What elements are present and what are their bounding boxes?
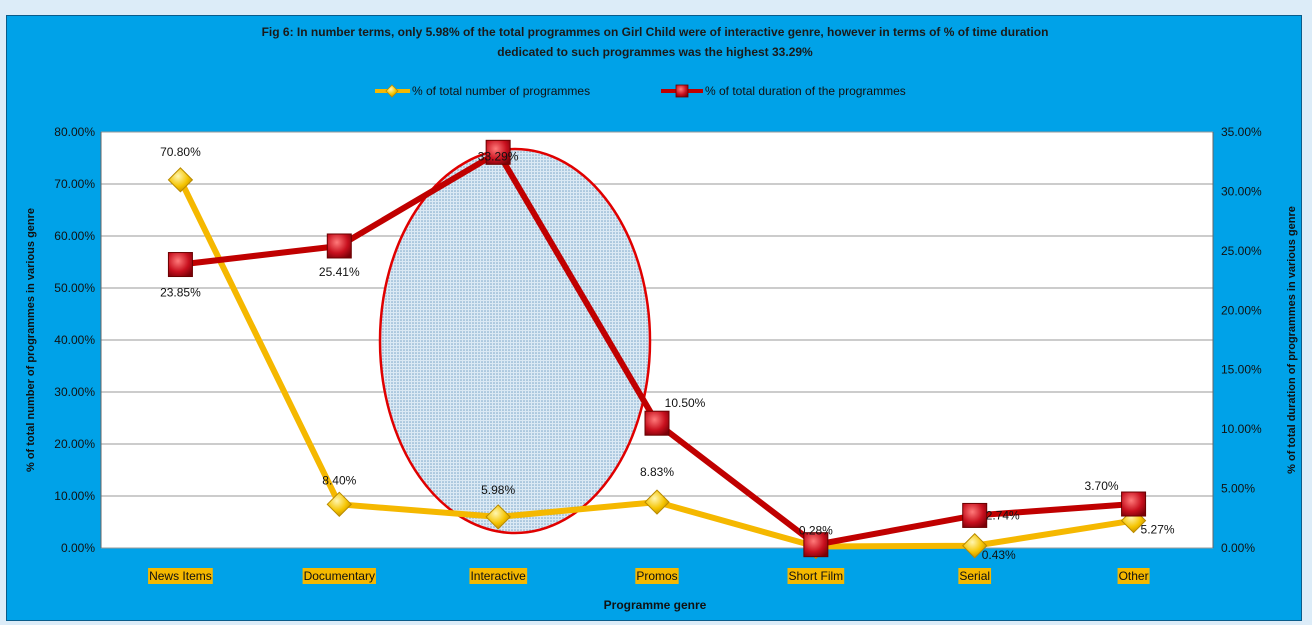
category-label-bg-3 <box>635 568 679 584</box>
series-markers <box>167 139 1147 560</box>
right-tick-label: 5.00% <box>1221 482 1255 496</box>
left-tick-label: 0.00% <box>61 541 95 555</box>
data-label-number-4: 0.28% <box>799 524 833 538</box>
marker-duration-5 <box>962 502 988 528</box>
left-axis-ticks: 0.00% 10.00% 20.00% 30.00% 40.00% 50.00% 60.00… <box>54 125 95 555</box>
category-label-bg-6 <box>1117 568 1150 584</box>
category-label-3: Promos <box>636 569 677 583</box>
marker-number-3 <box>644 489 670 515</box>
category-label-6: Other <box>1119 569 1149 583</box>
left-tick-label: 40.00% <box>54 333 95 347</box>
left-tick-label: 30.00% <box>54 385 95 399</box>
marker-duration-2 <box>485 139 511 165</box>
grid-lines <box>100 131 1214 549</box>
chart-frame: Fig 6: In number terms, only 5.98% of th… <box>6 15 1302 621</box>
left-tick-label: 60.00% <box>54 229 95 243</box>
data-label-number-6: 5.27% <box>1141 523 1175 537</box>
category-label-bg-4 <box>787 568 845 584</box>
data-label-number-2: 5.98% <box>481 483 515 497</box>
data-label-duration-6: 3.70% <box>1085 479 1119 493</box>
data-label-duration-2: 33.29% <box>478 149 519 163</box>
legend-label-number: % of total number of programmes <box>412 84 590 98</box>
right-tick-label: 30.00% <box>1221 184 1262 198</box>
data-label-duration-3: 10.50% <box>665 396 706 410</box>
y-axis-title-left: % of total number of programmes in vario… <box>25 208 37 472</box>
highlight-ellipse <box>378 147 652 535</box>
marker-duration-0 <box>167 252 193 278</box>
data-label-number-1: 8.40% <box>322 473 356 487</box>
data-label-duration-0: 23.85% <box>160 286 201 300</box>
legend-label-duration: % of total duration of the programmes <box>705 84 906 98</box>
category-label-bg-1 <box>302 568 376 584</box>
x-axis-title: Programme genre <box>604 598 707 612</box>
left-tick-label: 50.00% <box>54 281 95 295</box>
marker-number-1 <box>326 491 352 518</box>
legend: % of total number of programmes % of tot… <box>375 84 906 98</box>
data-label-number-5: 0.43% <box>982 548 1016 562</box>
legend-item-duration: % of total duration of the programmes <box>661 84 906 98</box>
data-label-number-3: 8.83% <box>640 465 674 479</box>
category-label-5: Serial <box>959 569 990 583</box>
marker-duration-1 <box>326 233 352 259</box>
category-label-bg-5 <box>958 568 992 584</box>
right-tick-label: 0.00% <box>1221 541 1255 555</box>
right-axis-ticks: 0.00% 5.00% 10.00% 15.00% 20.00% 25.00% 30.00%… <box>1221 125 1262 555</box>
chart-title-line1: Fig 6: In number terms, only 5.98% of th… <box>262 25 1049 39</box>
marker-number-2 <box>485 504 511 530</box>
category-label-0: News Items <box>149 569 212 583</box>
right-tick-label: 35.00% <box>1221 125 1262 139</box>
category-label-2: Interactive <box>470 569 526 583</box>
legend-marker-diamond <box>385 84 399 98</box>
category-labels: News Items Documentary Interactive Promos Sh… <box>148 568 1150 584</box>
data-labels: 70.80% 8.40% 5.98% 8.83% 0.28% 0.43% 5.27% 23.8… <box>160 145 1175 562</box>
data-label-number-0: 70.80% <box>160 145 201 159</box>
left-tick-label: 70.00% <box>54 177 95 191</box>
marker-duration-6 <box>1121 491 1147 517</box>
left-tick-label: 80.00% <box>54 125 95 139</box>
chart-title-line2: dedicated to such programmes was the hig… <box>497 45 813 59</box>
left-tick-label: 10.00% <box>54 489 95 503</box>
category-label-bg-0 <box>148 568 213 584</box>
marker-duration-4 <box>803 532 829 558</box>
data-label-duration-1: 25.41% <box>319 265 360 279</box>
right-tick-label: 10.00% <box>1221 422 1262 436</box>
right-tick-label: 15.00% <box>1221 363 1262 377</box>
y-axis-title-right: % of total duration of programmes in var… <box>1286 206 1298 474</box>
chart-svg: Fig 6: In number terms, only 5.98% of th… <box>25 25 1298 612</box>
marker-number-5 <box>962 533 988 559</box>
right-tick-label: 20.00% <box>1221 303 1262 317</box>
marker-duration-3 <box>644 410 670 436</box>
left-tick-label: 20.00% <box>54 437 95 451</box>
data-label-duration-5: 2.74% <box>986 508 1020 522</box>
legend-item-number: % of total number of programmes <box>375 84 590 98</box>
legend-marker-square <box>675 84 689 98</box>
marker-number-0 <box>167 167 194 193</box>
category-label-1: Documentary <box>304 569 375 583</box>
right-tick-label: 25.00% <box>1221 244 1262 258</box>
category-label-4: Short Film <box>789 569 844 583</box>
category-label-bg-2 <box>469 568 528 584</box>
